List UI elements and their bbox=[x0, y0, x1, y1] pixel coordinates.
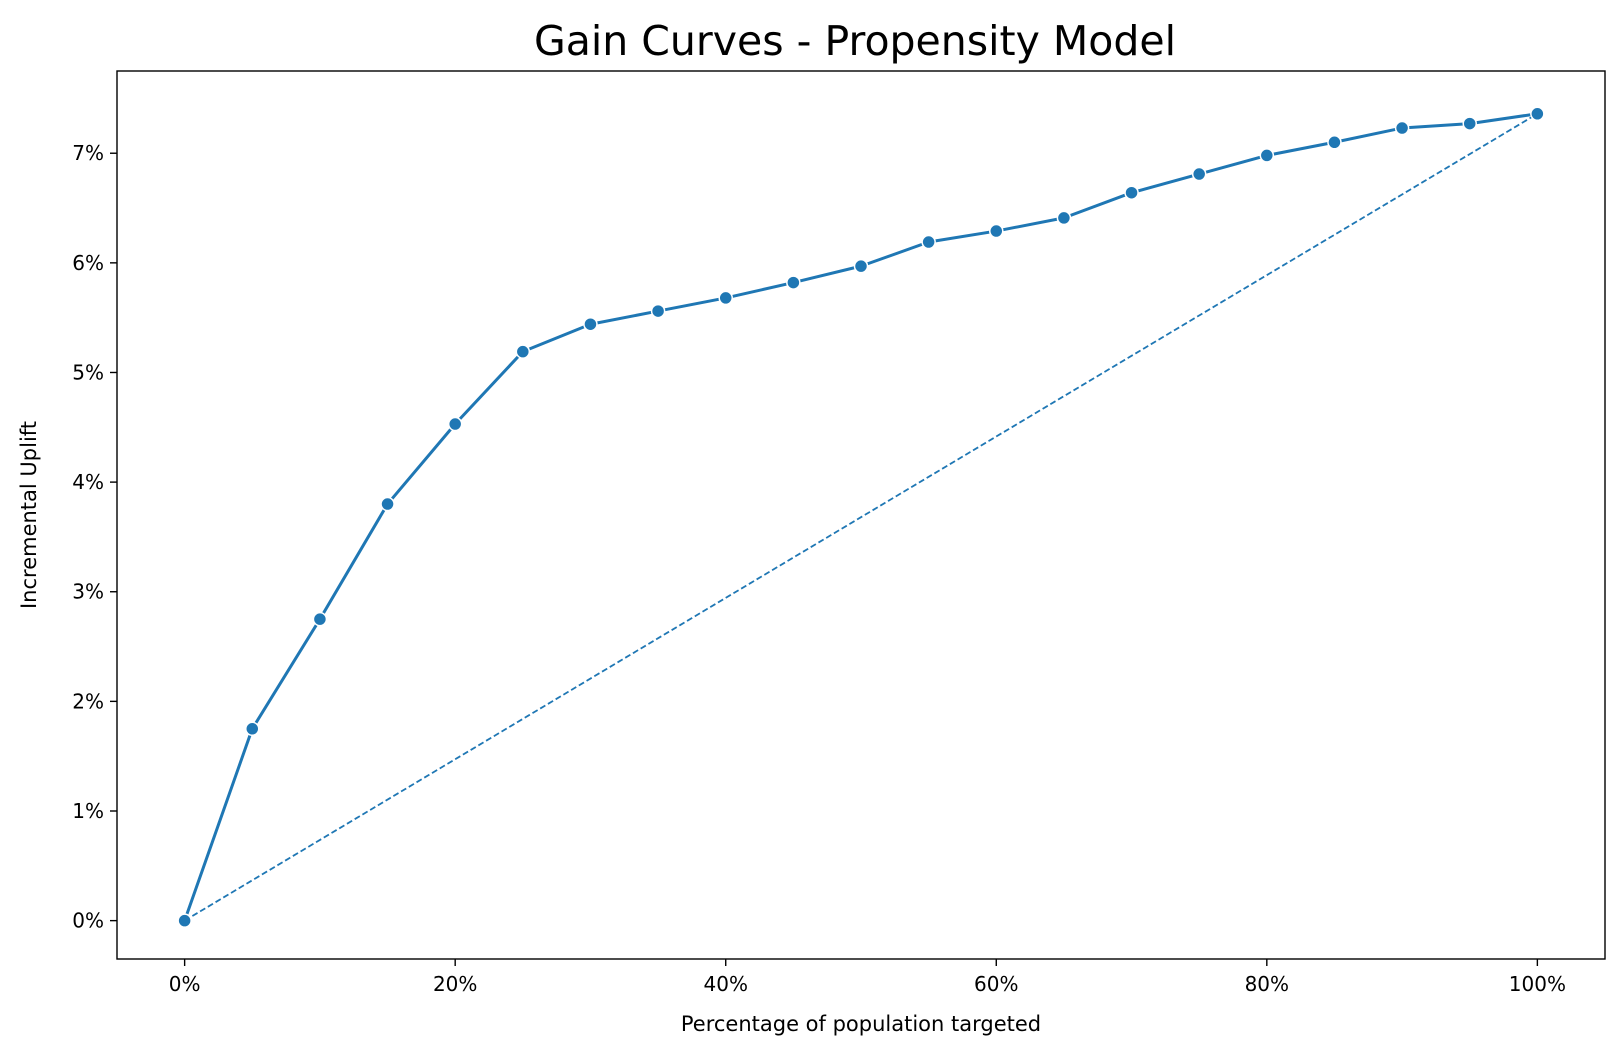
gain-curve-point bbox=[650, 303, 666, 319]
x-tick-label: 20% bbox=[433, 972, 477, 996]
gain-curve-point bbox=[989, 223, 1004, 239]
x-tick-label: 80% bbox=[1245, 972, 1289, 996]
x-tick-label: 0% bbox=[169, 972, 201, 996]
x-axis-title: Percentage of population targeted bbox=[681, 1012, 1041, 1036]
y-tick-label: 7% bbox=[72, 141, 104, 165]
gain-curve-point bbox=[921, 234, 936, 250]
gain-curve-point bbox=[1530, 106, 1545, 122]
gain-curve-point bbox=[245, 721, 260, 737]
gain-curve-point bbox=[1394, 120, 1410, 136]
gain-curve-point bbox=[1191, 166, 1207, 182]
gain-curve-point bbox=[1056, 210, 1072, 226]
gain-curve-point bbox=[583, 316, 598, 332]
y-axis-title: Incremental Uplift bbox=[17, 421, 41, 609]
gain-curve-point bbox=[1124, 185, 1139, 200]
plot-area bbox=[177, 106, 1545, 928]
gain-curve-point bbox=[177, 913, 192, 928]
y-axis: 0% 1% 2% 3% 4% 5% 6% 7% bbox=[72, 141, 117, 933]
gain-curve-point bbox=[1462, 116, 1477, 131]
x-tick-label: 100% bbox=[1509, 972, 1566, 996]
gain-curve-point bbox=[447, 416, 463, 432]
baseline-random-line bbox=[184, 112, 1538, 922]
y-tick-label: 6% bbox=[72, 251, 104, 275]
gain-curve-point bbox=[312, 611, 328, 627]
gain-curve-point bbox=[786, 275, 801, 290]
gain-curve-point bbox=[515, 344, 531, 359]
y-tick-label: 0% bbox=[72, 909, 104, 933]
x-tick-label: 60% bbox=[974, 972, 1018, 996]
y-tick-label: 2% bbox=[72, 689, 104, 713]
gain-curve-point bbox=[718, 290, 733, 306]
x-tick-label: 40% bbox=[704, 972, 748, 996]
gain-curve-point bbox=[1259, 148, 1275, 163]
gain-curve-point bbox=[853, 258, 869, 274]
y-tick-label: 1% bbox=[72, 799, 104, 823]
y-tick-label: 3% bbox=[72, 580, 104, 604]
axes-frame bbox=[116, 70, 1606, 960]
gain-curve-point bbox=[380, 496, 395, 512]
chart-title: Gain Curves - Propensity Model bbox=[534, 17, 1176, 65]
y-tick-label: 4% bbox=[72, 470, 104, 494]
gain-curve-point bbox=[1327, 135, 1342, 150]
y-tick-label: 5% bbox=[72, 360, 104, 384]
x-axis: 0% 20% 40% 60% 80% 100% bbox=[169, 959, 1566, 996]
